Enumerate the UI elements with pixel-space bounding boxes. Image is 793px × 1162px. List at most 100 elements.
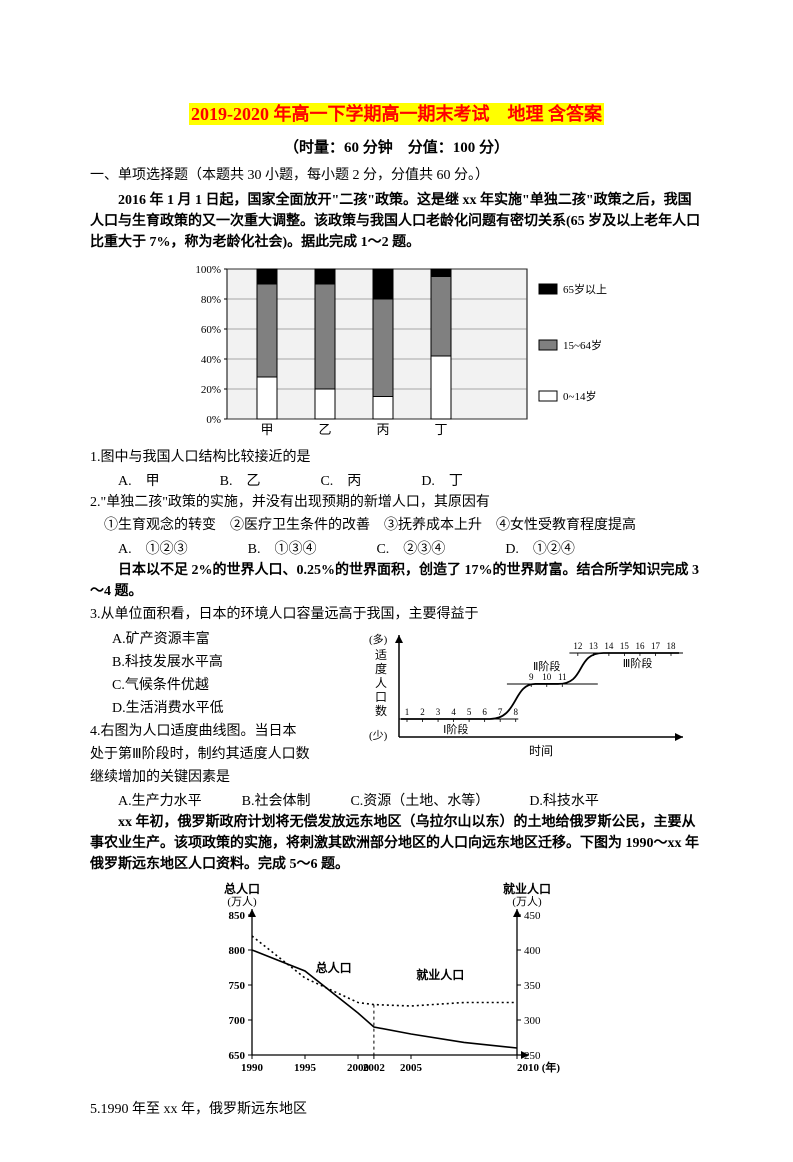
svg-text:(万人): (万人): [512, 895, 542, 908]
q1-opt-a: A. 甲: [118, 470, 160, 490]
svg-text:丙: 丙: [376, 422, 389, 437]
svg-text:数: 数: [375, 703, 387, 718]
q4-opt-c: C.资源（土地、水等）: [350, 790, 489, 810]
q2-opt-d: D. ①②④: [505, 538, 575, 558]
svg-text:2: 2: [420, 707, 425, 717]
svg-text:250: 250: [524, 1050, 541, 1062]
q1-options: A. 甲 B. 乙 C. 丙 D. 丁: [90, 470, 703, 490]
svg-text:总人口: 总人口: [315, 960, 351, 975]
svg-text:0%: 0%: [206, 414, 221, 426]
svg-text:7: 7: [498, 707, 503, 717]
q4-opt-a: A.生产力水平: [118, 790, 202, 810]
q3-opt-a: A.矿产资源丰富: [90, 629, 353, 650]
q3-opt-c: C.气候条件优越: [90, 675, 353, 696]
svg-text:800: 800: [228, 945, 245, 957]
svg-text:口: 口: [375, 690, 387, 704]
svg-text:65岁以上: 65岁以上: [563, 282, 607, 296]
svg-text:16: 16: [635, 641, 645, 651]
russia-population-line-chart: 总人口(万人)就业人口(万人)6507007508008502503003504…: [192, 881, 602, 1091]
svg-text:1995: 1995: [294, 1062, 317, 1074]
svg-text:6: 6: [482, 707, 487, 717]
svg-text:时间: 时间: [529, 744, 553, 758]
passage-2: 日本以不足 2%的世界人口、0.25%的世界面积，创造了 17%的世界财富。结合…: [90, 560, 703, 602]
svg-text:300: 300: [524, 1015, 541, 1027]
chart-2-wrap: (多)适度人口数(少)时间123456789101112131415161718…: [363, 627, 703, 767]
svg-text:0~14岁: 0~14岁: [563, 389, 596, 403]
svg-text:(万人): (万人): [227, 895, 257, 908]
q4-opt-b: B.社会体制: [242, 790, 311, 810]
svg-text:2002: 2002: [362, 1062, 385, 1074]
q1-opt-c: C. 丙: [320, 470, 361, 490]
svg-text:Ⅲ阶段: Ⅲ阶段: [623, 656, 653, 670]
svg-text:20%: 20%: [200, 384, 220, 396]
svg-text:750: 750: [228, 980, 245, 992]
svg-text:乙: 乙: [318, 422, 331, 437]
svg-text:450: 450: [524, 910, 541, 922]
svg-text:14: 14: [604, 641, 614, 651]
svg-text:1: 1: [405, 707, 410, 717]
svg-text:650: 650: [228, 1050, 245, 1062]
svg-text:13: 13: [589, 641, 599, 651]
svg-text:12: 12: [573, 641, 582, 651]
svg-text:3: 3: [436, 707, 441, 717]
q2-opt-c: C. ②③④: [376, 538, 445, 558]
page-title: 2019-2020 年高一下学期高一期末考试 地理 含答案: [90, 100, 703, 126]
svg-text:人: 人: [375, 676, 387, 690]
q4-line-b: 处于第Ⅲ阶段时，制约其适度人口数: [90, 744, 353, 765]
subtitle: （时量：60 分钟 分值：100 分）: [90, 136, 703, 157]
svg-text:(多): (多): [369, 632, 388, 646]
svg-text:丁: 丁: [434, 422, 447, 437]
svg-text:9: 9: [529, 672, 534, 682]
svg-text:15~64岁: 15~64岁: [563, 338, 602, 352]
q3-opt-b: B.科技发展水平高: [90, 652, 353, 673]
chart-1-wrap: 0% 20% 40% 60% 80% 100% 甲 乙 丙 丁 65岁以上 15~64岁 0~14岁: [90, 259, 703, 439]
population-stacked-bar-chart: 0% 20% 40% 60% 80% 100% 甲 乙 丙 丁 65岁以上 15~64岁 0~14岁: [187, 259, 607, 439]
q2-line2: ①生育观念的转变 ②医疗卫生条件的改善 ③抚养成本上升 ④女性受教育程度提高: [90, 515, 703, 536]
svg-text:400: 400: [524, 945, 541, 957]
q1: 1.图中与我国人口结构比较接近的是: [90, 447, 703, 468]
svg-text:60%: 60%: [200, 324, 220, 336]
svg-text:总人口: 总人口: [223, 881, 259, 896]
passage-3: xx 年初，俄罗斯政府计划将无偿发放远东地区（乌拉尔山以东）的土地给俄罗斯公民，…: [90, 812, 703, 875]
svg-text:5: 5: [467, 707, 472, 717]
q4-line-c: 继续增加的关键因素是: [90, 767, 353, 788]
svg-text:700: 700: [228, 1015, 245, 1027]
svg-text:17: 17: [651, 641, 661, 651]
s-curve-chart: (多)适度人口数(少)时间123456789101112131415161718…: [363, 627, 703, 767]
svg-text:350: 350: [524, 980, 541, 992]
svg-text:1990: 1990: [241, 1062, 264, 1074]
q2-options: A. ①②③ B. ①③④ C. ②③④ D. ①②④: [90, 538, 703, 558]
section-1-head: 一、单项选择题（本题共 30 小题，每小题 2 分，分值共 60 分。）: [90, 165, 703, 186]
svg-text:15: 15: [620, 641, 630, 651]
chart-3-wrap: 总人口(万人)就业人口(万人)6507007508008502503003504…: [90, 881, 703, 1091]
q1-opt-b: B. 乙: [220, 470, 261, 490]
svg-text:适: 适: [375, 648, 387, 662]
svg-text:就业人口: 就业人口: [416, 967, 464, 982]
q2-opt-b: B. ①③④: [248, 538, 317, 558]
svg-text:就业人口: 就业人口: [502, 881, 550, 896]
q1-opt-d: D. 丁: [421, 470, 463, 490]
svg-text:2010 (年): 2010 (年): [517, 1060, 560, 1074]
q5: 5.1990 年至 xx 年，俄罗斯远东地区: [90, 1099, 703, 1120]
q2: 2."单独二孩"政策的实施，并没有出现预期的新增人口，其原因有: [90, 492, 703, 513]
svg-text:100%: 100%: [195, 264, 221, 276]
q2-opt-a: A. ①②③: [118, 538, 188, 558]
svg-text:40%: 40%: [200, 354, 220, 366]
svg-text:Ⅰ阶段: Ⅰ阶段: [443, 722, 468, 736]
svg-text:10: 10: [542, 672, 552, 682]
q3: 3.从单位面积看，日本的环境人口容量远高于我国，主要得益于: [90, 604, 703, 625]
svg-text:度: 度: [375, 661, 387, 676]
svg-text:8: 8: [513, 707, 518, 717]
svg-text:850: 850: [228, 910, 245, 922]
q3-opt-d: D.生活消费水平低: [90, 698, 353, 719]
svg-text:80%: 80%: [200, 294, 220, 306]
q4-options: A.生产力水平 B.社会体制 C.资源（土地、水等） D.科技水平: [90, 790, 703, 810]
svg-text:18: 18: [667, 641, 677, 651]
svg-text:(少): (少): [369, 729, 388, 742]
svg-text:2005: 2005: [400, 1062, 423, 1074]
intro-1: 2016 年 1 月 1 日起，国家全面放开"二孩"政策。这是继 xx 年实施"…: [90, 190, 703, 253]
svg-text:11: 11: [558, 672, 567, 682]
svg-text:甲: 甲: [260, 422, 273, 437]
q4-line-a: 4.右图为人口适度曲线图。当日本: [90, 721, 353, 742]
title-text: 2019-2020 年高一下学期高一期末考试 地理 含答案: [189, 103, 604, 125]
